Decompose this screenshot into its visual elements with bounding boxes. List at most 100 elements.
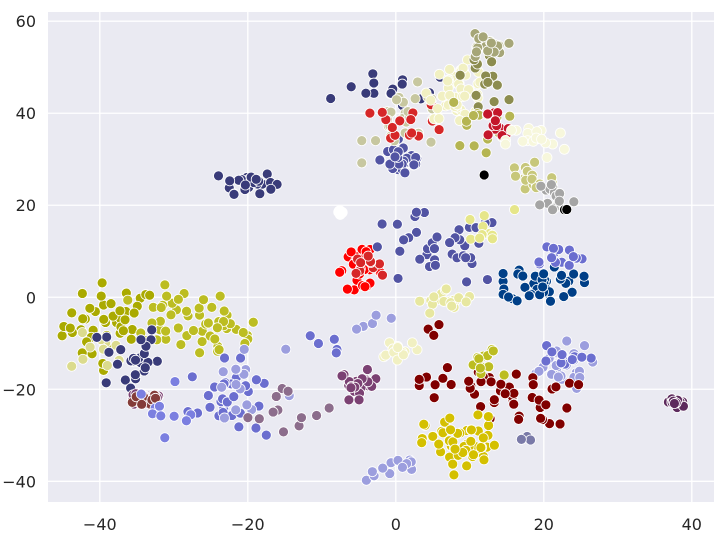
data-point <box>460 296 472 308</box>
data-point <box>471 46 482 58</box>
data-point <box>478 210 490 222</box>
data-point <box>482 108 494 120</box>
data-point <box>91 331 103 343</box>
data-point <box>165 309 177 321</box>
data-point <box>84 302 96 314</box>
data-point <box>428 329 440 341</box>
data-point <box>84 341 96 353</box>
data-point <box>242 412 254 423</box>
data-point <box>334 266 346 278</box>
data-point <box>488 394 500 406</box>
data-point <box>486 56 498 68</box>
data-point <box>525 434 536 446</box>
data-point <box>424 307 436 319</box>
x-tick-label: 40 <box>682 515 702 534</box>
data-point <box>425 136 437 148</box>
data-point <box>488 96 500 108</box>
data-point <box>202 317 214 329</box>
data-point <box>425 94 437 106</box>
data-point <box>186 371 198 383</box>
data-point <box>168 410 180 422</box>
data-point <box>364 107 376 119</box>
data-point <box>433 113 445 124</box>
data-point <box>213 344 225 356</box>
data-point <box>396 78 408 90</box>
data-point <box>66 360 78 372</box>
data-point <box>568 268 580 280</box>
data-point <box>391 94 402 106</box>
data-point <box>77 353 89 365</box>
data-point <box>77 313 89 325</box>
data-point <box>129 369 141 381</box>
y-axis-tick-labels: −40 −20 0 20 40 60 <box>2 12 36 491</box>
data-point <box>556 269 567 281</box>
data-point <box>384 158 396 170</box>
data-point <box>376 106 388 118</box>
data-point <box>392 273 404 284</box>
data-point <box>578 270 590 282</box>
data-point <box>370 135 381 147</box>
data-point <box>508 398 520 410</box>
data-point <box>360 87 372 99</box>
data-point <box>159 432 171 444</box>
data-point <box>442 362 453 373</box>
data-point <box>282 385 294 397</box>
data-point <box>377 462 389 474</box>
data-point <box>431 231 443 243</box>
data-point <box>386 122 398 133</box>
data-point <box>541 152 553 163</box>
data-point <box>540 355 552 367</box>
data-point <box>125 333 137 345</box>
x-tick-label: −40 <box>83 515 117 534</box>
y-tick-label: −40 <box>2 472 36 491</box>
data-point <box>209 333 221 345</box>
data-point <box>394 245 406 257</box>
data-point <box>538 268 550 280</box>
data-point <box>384 468 396 479</box>
data-point <box>527 379 539 390</box>
data-point <box>429 259 441 271</box>
data-point <box>454 140 466 152</box>
data-point <box>237 327 249 338</box>
data-point <box>328 333 340 345</box>
data-point <box>553 195 565 207</box>
data-point <box>399 167 411 179</box>
data-point <box>193 302 205 314</box>
data-point <box>117 325 129 337</box>
data-point <box>427 431 439 442</box>
data-point <box>510 170 521 182</box>
data-point <box>270 391 282 402</box>
data-point <box>155 302 167 313</box>
data-point <box>463 375 475 387</box>
data-point <box>566 286 578 298</box>
data-point <box>336 370 348 382</box>
data-point <box>474 232 486 244</box>
data-point <box>105 298 117 310</box>
data-point <box>472 409 484 421</box>
data-point <box>313 338 324 349</box>
data-point <box>529 156 540 168</box>
data-point <box>534 199 546 211</box>
data-point <box>409 93 421 105</box>
data-point <box>98 314 110 325</box>
data-point <box>56 330 68 342</box>
data-point <box>66 307 78 319</box>
data-point <box>359 281 371 293</box>
data-point <box>428 291 440 303</box>
data-point <box>212 322 223 334</box>
data-point <box>333 205 345 217</box>
data-point <box>103 346 115 358</box>
data-point <box>119 314 131 326</box>
data-point <box>535 180 547 192</box>
data-point <box>461 115 472 127</box>
data-point <box>76 288 88 299</box>
data-point <box>487 345 499 357</box>
data-point <box>535 412 546 424</box>
data-point <box>76 327 88 338</box>
data-point <box>181 415 192 427</box>
data-point <box>247 316 259 328</box>
data-point <box>144 289 156 301</box>
data-point <box>545 179 557 191</box>
data-point <box>485 376 497 388</box>
data-point <box>460 252 472 264</box>
